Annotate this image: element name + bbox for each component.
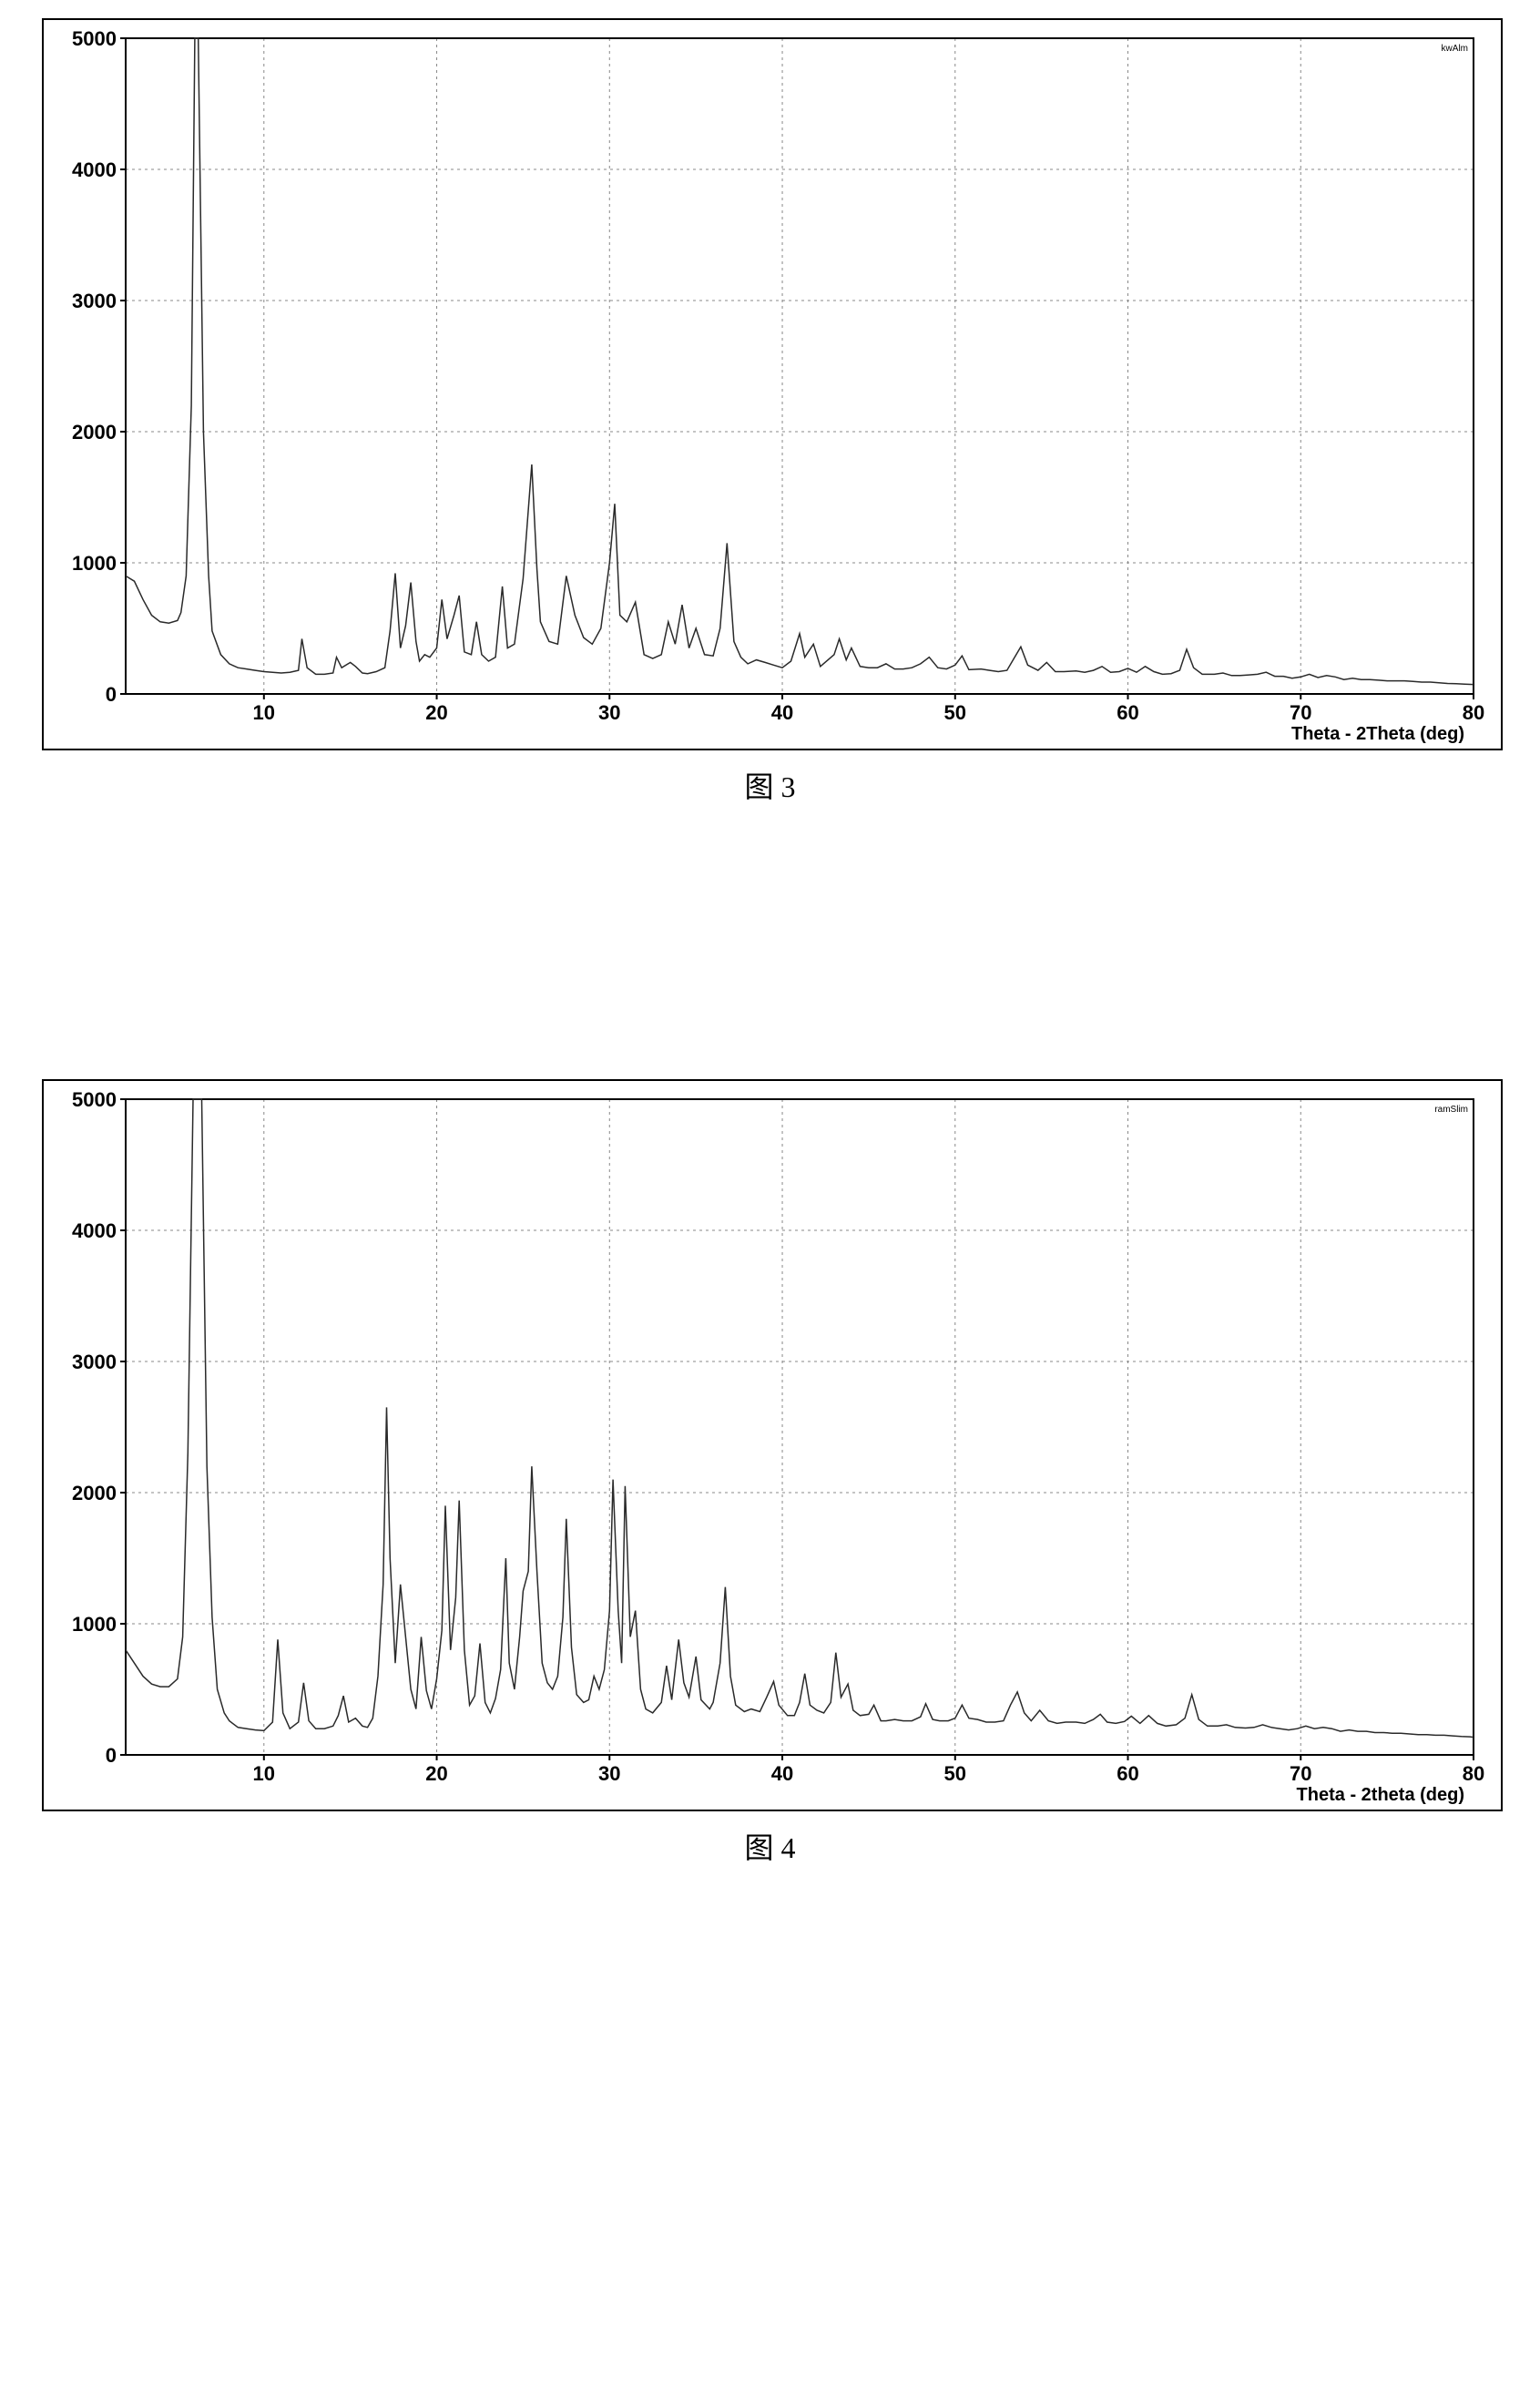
- corner-label: ramSlim: [1434, 1105, 1468, 1115]
- x-tick-label: 30: [598, 1762, 620, 1785]
- series-line: [126, 1099, 1474, 1738]
- y-tick-label: 1000: [72, 552, 117, 575]
- plot-border: [126, 1099, 1474, 1755]
- chart-3-svg: 0 1000 2000 3000 4000 5000 10 20 30 40 50 60 70 80The…: [42, 18, 1503, 750]
- y-tick-label: 4000: [72, 1219, 117, 1242]
- y-tick-label: 2000: [72, 421, 117, 444]
- x-tick-label: 40: [770, 1762, 792, 1785]
- y-tick-label: 3000: [72, 290, 117, 312]
- corner-label: kwAlm: [1441, 44, 1467, 54]
- plot-border: [126, 38, 1474, 694]
- x-tick-label: 50: [943, 701, 965, 724]
- x-tick-label: 10: [252, 1762, 274, 1785]
- x-tick-label: 30: [598, 701, 620, 724]
- x-tick-label: 20: [425, 1762, 447, 1785]
- x-tick-label: 40: [770, 701, 792, 724]
- x-tick-label: 60: [1117, 701, 1138, 724]
- y-tick-label: 0: [105, 1744, 116, 1767]
- series-line: [126, 38, 1474, 685]
- chart-4-wrapper: 0 1000 2000 3000 4000 5000 10 20 30 40 50 60 70 80The…: [18, 1079, 1522, 1867]
- chart-4-svg: 0 1000 2000 3000 4000 5000 10 20 30 40 50 60 70 80The…: [42, 1079, 1503, 1811]
- y-tick-label: 2000: [72, 1482, 117, 1504]
- x-tick-label: 60: [1117, 1762, 1138, 1785]
- x-axis-label: Theta - 2theta (deg): [1296, 1785, 1464, 1805]
- chart-3-caption: 图 3: [18, 764, 1522, 806]
- x-tick-label: 50: [943, 1762, 965, 1785]
- x-axis-label: Theta - 2Theta (deg): [1290, 724, 1464, 744]
- chart-3-container: 0 1000 2000 3000 4000 5000 10 20 30 40 50 60 70 80The…: [42, 18, 1499, 750]
- x-tick-label: 70: [1290, 701, 1311, 724]
- chart-4-caption: 图 4: [18, 1825, 1522, 1867]
- chart-3-wrapper: 0 1000 2000 3000 4000 5000 10 20 30 40 50 60 70 80The…: [18, 18, 1522, 806]
- y-tick-label: 5000: [72, 1088, 117, 1111]
- x-tick-label: 20: [425, 701, 447, 724]
- x-tick-label: 80: [1462, 1762, 1484, 1785]
- y-tick-label: 1000: [72, 1613, 117, 1636]
- y-tick-label: 3000: [72, 1351, 117, 1373]
- y-tick-label: 0: [105, 683, 116, 706]
- x-tick-label: 70: [1290, 1762, 1311, 1785]
- x-tick-label: 10: [252, 701, 274, 724]
- y-tick-label: 4000: [72, 158, 117, 181]
- chart-4-container: 0 1000 2000 3000 4000 5000 10 20 30 40 50 60 70 80The…: [42, 1079, 1499, 1811]
- x-tick-label: 80: [1462, 701, 1484, 724]
- y-tick-label: 5000: [72, 27, 117, 50]
- vertical-spacer: [18, 842, 1522, 1079]
